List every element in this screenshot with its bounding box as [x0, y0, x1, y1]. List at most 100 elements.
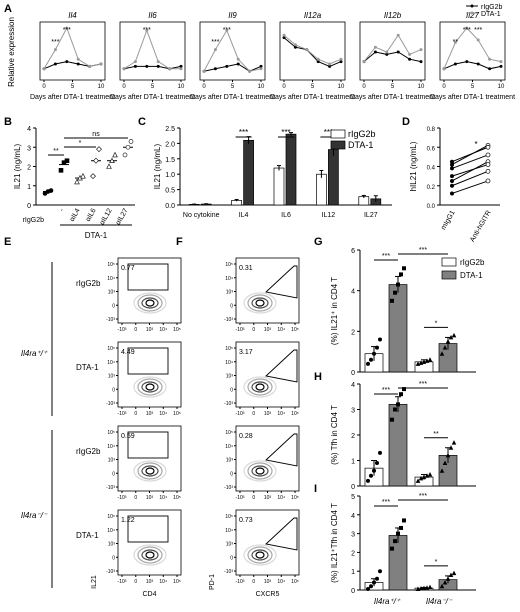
- f-density-contour: [243, 460, 277, 482]
- c-legend-swatch-dta: [330, 140, 346, 150]
- a-series-dta: [43, 26, 102, 70]
- f-gate-value: 3.17: [239, 349, 253, 356]
- f-ytick-label: -10³: [224, 485, 233, 491]
- a-point-rigg: [236, 62, 240, 66]
- i-point: [396, 531, 400, 536]
- f-xtick-label: 10⁵: [291, 327, 299, 333]
- e-plot-frame: [117, 509, 182, 576]
- b-xlabel: αIL12: [99, 207, 114, 226]
- e-ytick-label: 10⁵: [107, 262, 115, 268]
- i-point: [402, 518, 406, 523]
- c-xlabel: IL27: [364, 212, 378, 219]
- h-sig-1: ***: [382, 387, 390, 394]
- f-ytick-label: 10³: [226, 458, 234, 464]
- a-xtick-label: 10: [418, 84, 425, 90]
- b-point: [90, 173, 96, 180]
- e-density-contour: [137, 462, 163, 480]
- e-ytick-label: 0: [112, 387, 115, 393]
- b-xlabel: rIgG2b: [23, 217, 45, 224]
- e-density-contour: [137, 546, 163, 564]
- g-point: [396, 282, 400, 287]
- e-group-label-1: Il4ra⁺/⁺: [21, 349, 48, 358]
- a-point-dta: [259, 67, 263, 71]
- a-xlabel: Days after DTA-1 treatment: [270, 94, 355, 101]
- e-xtick-label: 0: [134, 327, 137, 333]
- i-point: [378, 569, 382, 574]
- e-xtick-label: 10⁵: [173, 495, 181, 501]
- b-point: [122, 152, 128, 158]
- c-ytick-label: 2.0: [165, 141, 175, 148]
- a-point-rigg: [293, 45, 297, 49]
- e-xtick-label: 10³: [146, 495, 154, 501]
- a-point-dta: [225, 28, 229, 32]
- b-point: [64, 158, 70, 164]
- c-legend-swatch-rigg: [330, 129, 346, 139]
- a-sig: ***: [63, 27, 71, 34]
- e-ytick-label: 10³: [108, 290, 116, 296]
- a-xtick-label: 5: [471, 84, 475, 90]
- a-series-dta: [123, 28, 181, 70]
- panel-letter-G: G: [314, 236, 323, 248]
- a-sig: ***: [223, 27, 231, 34]
- f-gate: [265, 433, 298, 467]
- e-density-contour: [133, 292, 167, 314]
- e-ytick-label: 0: [112, 555, 115, 561]
- g-point: [399, 272, 403, 277]
- g-point: [366, 361, 370, 366]
- a-series-dta: [363, 34, 422, 62]
- a-point-dta: [293, 43, 297, 47]
- d-pair-line: [451, 180, 489, 194]
- i-ytick-label: 3: [351, 532, 355, 539]
- f-xtick-label: 10³: [264, 411, 272, 417]
- a-point-dta: [408, 52, 412, 56]
- e-xtick-label: 0: [134, 579, 137, 585]
- a-xtick-label: 10: [498, 84, 505, 90]
- b-point: [74, 178, 80, 185]
- i-point: [445, 576, 451, 581]
- f-density-contour: [247, 378, 273, 396]
- a-point-dta: [442, 67, 446, 71]
- d-point-antihgitr: [485, 178, 491, 184]
- e-xlabel: CD4: [142, 591, 156, 598]
- f-density-contour: [251, 549, 269, 561]
- a-point-rigg: [453, 62, 457, 66]
- b-group-label: DTA-1: [85, 231, 108, 240]
- c-bar-dta: [285, 133, 297, 206]
- h-ytick-label: 0: [351, 484, 355, 491]
- h-point: [378, 450, 382, 455]
- e-ytick-label: -10³: [106, 317, 115, 323]
- g-point: [442, 345, 448, 350]
- a-sig: **: [453, 39, 459, 46]
- c-xlabel: IL4: [239, 212, 249, 219]
- a-ylabel: Relative expression: [7, 17, 16, 87]
- h-point: [366, 478, 370, 483]
- f-ytick-label: 10³: [226, 542, 234, 548]
- a-xtick-label: 0: [442, 84, 446, 90]
- f-xtick-label: 10⁴: [277, 411, 285, 417]
- d-ytick-label: 0.6: [427, 146, 436, 152]
- a-legend-marker-dta: [470, 11, 474, 15]
- panel-letter-H: H: [314, 371, 322, 383]
- g-legend-swatch-rigg: [441, 257, 457, 267]
- e-ytick-label: 0: [112, 303, 115, 309]
- e-row-label: DTA-1: [76, 363, 99, 372]
- c-ytick-label: 0.0: [165, 203, 175, 210]
- a-frame: [39, 21, 106, 81]
- c-bar-rigg: [316, 173, 327, 206]
- i-point: [451, 570, 457, 576]
- h-point: [439, 468, 445, 473]
- d-pair-line: [451, 154, 489, 169]
- b-sig-2: *: [79, 140, 82, 147]
- i-ytick-label: 5: [351, 494, 355, 501]
- h-point: [399, 392, 403, 397]
- a-point-rigg: [225, 64, 229, 68]
- a-point-dta: [53, 48, 57, 52]
- a-point-dta: [362, 60, 366, 64]
- a-sig: ***: [474, 27, 482, 34]
- h-bar-dta: [388, 404, 408, 487]
- b-ytick-label: 3: [27, 145, 31, 152]
- h-point: [424, 473, 430, 478]
- a-point-rigg: [316, 60, 320, 64]
- c-xlabel: No cytokine: [183, 212, 220, 219]
- g-legend-swatch-dta: [441, 270, 457, 280]
